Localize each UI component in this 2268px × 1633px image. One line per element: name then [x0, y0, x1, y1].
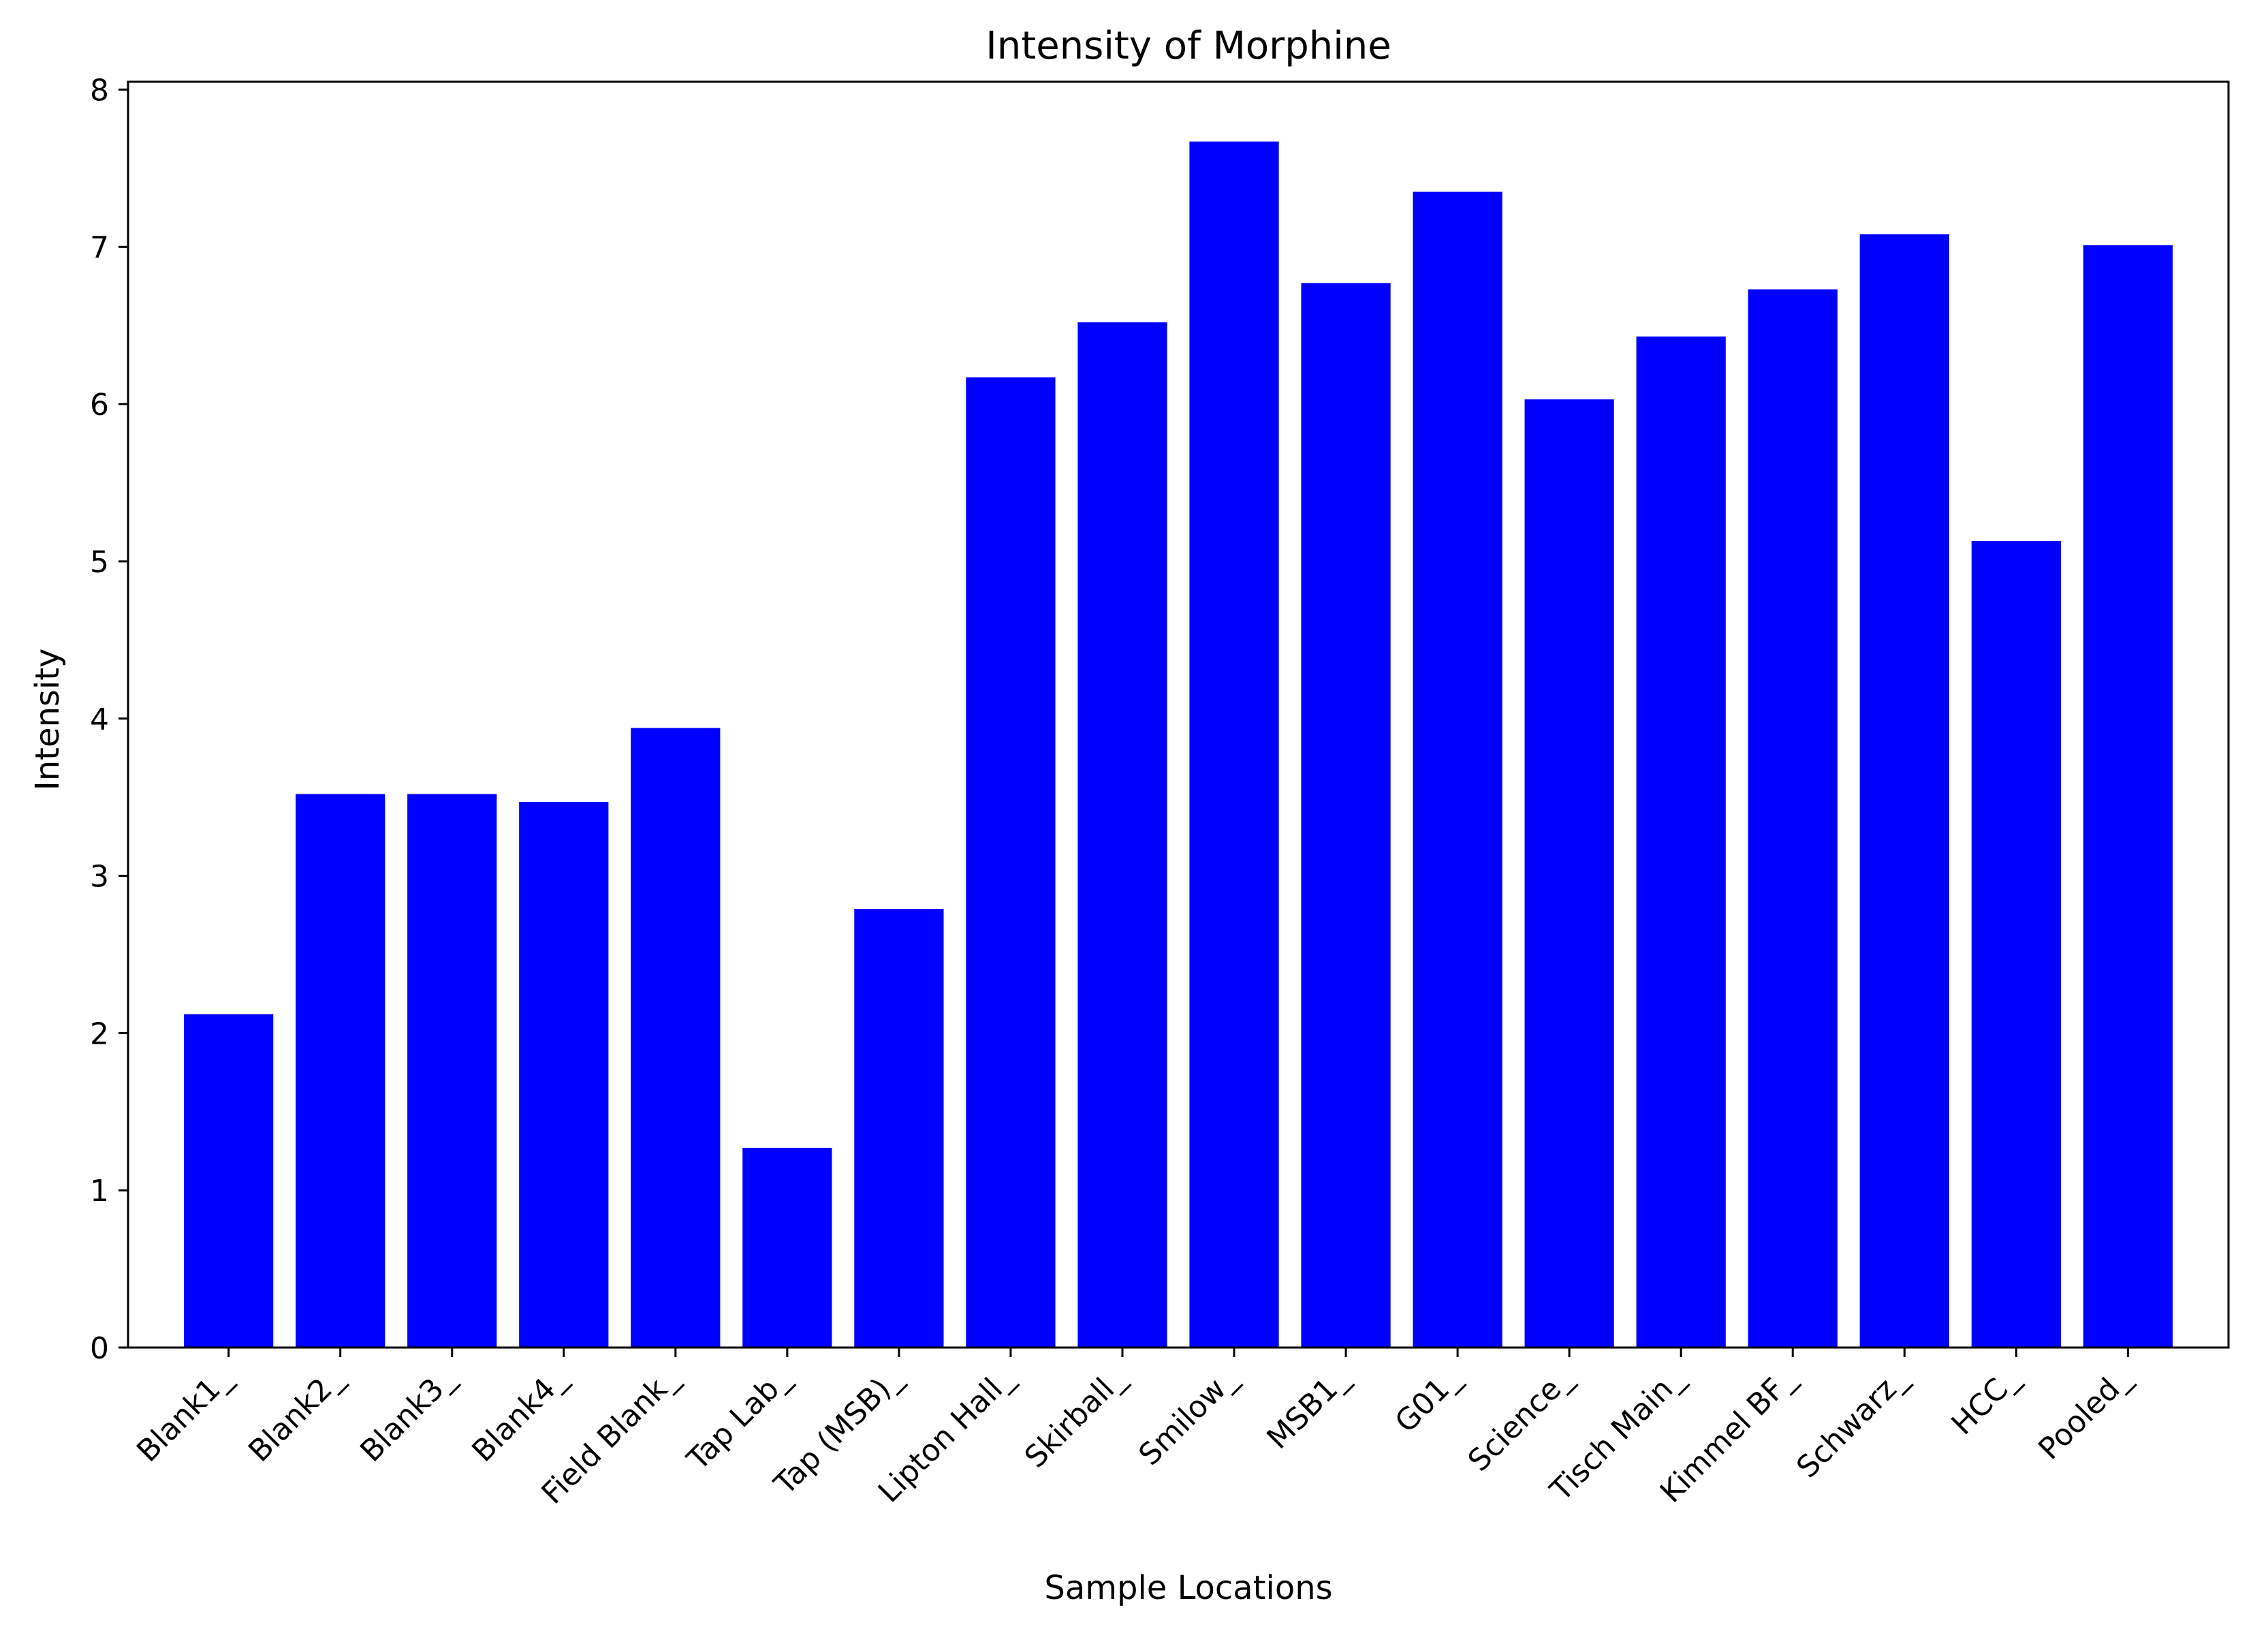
bar-17 — [2083, 245, 2173, 1348]
x-tick-label-1: Blank2_ — [242, 1360, 350, 1469]
x-tick-label-8: Skirball_ — [1018, 1360, 1133, 1475]
y-tick-label-1: 1 — [90, 1174, 109, 1209]
bar-8 — [1077, 322, 1167, 1348]
x-tick-label-2: Blank3_ — [353, 1360, 462, 1469]
x-axis: Blank1_ Blank2_ Blank3_ Blank4_Field Blank_… — [130, 1348, 2138, 1511]
bars-group — [184, 141, 2173, 1348]
bar-16 — [1971, 540, 2061, 1348]
y-tick-label-4: 4 — [90, 702, 109, 737]
bar-15 — [1859, 234, 1949, 1348]
x-tick-label-5: Tap Lab_ — [680, 1360, 798, 1478]
bar-6 — [854, 909, 944, 1348]
bar-11 — [1413, 191, 1502, 1348]
chart-title: Intensity of Morphine — [986, 24, 1391, 68]
x-tick-label-11: G01_ — [1389, 1360, 1468, 1440]
y-tick-label-5: 5 — [90, 545, 109, 580]
bar-9 — [1189, 141, 1279, 1348]
y-axis-label: Intensity — [29, 649, 67, 791]
bar-14 — [1748, 289, 1838, 1348]
x-axis-label: Sample Locations — [1044, 1569, 1332, 1607]
bar-5 — [742, 1147, 832, 1348]
bar-2 — [407, 794, 497, 1348]
bar-0 — [184, 1014, 274, 1348]
bar-13 — [1636, 336, 1726, 1348]
y-axis: 0 1 2 3 4 5 6 7 8 — [90, 74, 128, 1366]
y-tick-label-6: 6 — [90, 388, 109, 422]
bar-1 — [296, 794, 385, 1348]
y-tick-label-8: 8 — [90, 74, 109, 108]
x-tick-label-12: Science_ — [1462, 1360, 1579, 1478]
y-tick-label-0: 0 — [90, 1331, 109, 1366]
x-tick-label-9: Smilow_ — [1132, 1360, 1244, 1472]
y-tick-label-3: 3 — [90, 860, 109, 895]
y-tick-label-7: 7 — [90, 230, 109, 265]
bar-7 — [966, 377, 1056, 1348]
x-tick-label-10: MSB1_ — [1260, 1360, 1355, 1456]
x-tick-label-15: Schwarz_ — [1790, 1360, 1915, 1485]
y-tick-label-2: 2 — [90, 1016, 109, 1051]
x-tick-label-17: Pooled_ — [2032, 1360, 2138, 1467]
bar-4 — [631, 728, 721, 1348]
bar-3 — [519, 802, 609, 1348]
bar-10 — [1301, 283, 1391, 1348]
x-tick-label-16: HCC_ — [1945, 1360, 2026, 1442]
plot-frame — [127, 80, 2230, 1349]
bar-12 — [1524, 399, 1614, 1348]
x-tick-label-0: Blank1_ — [130, 1360, 238, 1469]
x-tick-label-3: Blank4_ — [465, 1360, 573, 1469]
